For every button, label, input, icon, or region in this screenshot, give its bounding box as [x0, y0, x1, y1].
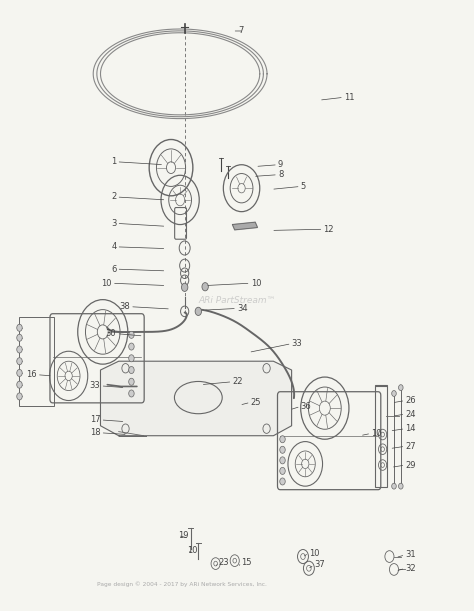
Text: 12: 12 [323, 225, 334, 234]
Text: 10: 10 [187, 546, 198, 555]
Circle shape [195, 307, 201, 315]
Text: 37: 37 [314, 560, 325, 569]
Text: 11: 11 [344, 93, 355, 102]
Text: 10: 10 [371, 429, 382, 438]
Circle shape [129, 367, 134, 373]
Text: 23: 23 [219, 558, 229, 567]
Circle shape [399, 385, 403, 390]
Circle shape [17, 357, 22, 365]
Text: 32: 32 [405, 564, 416, 573]
Text: 10: 10 [101, 279, 112, 288]
Polygon shape [232, 222, 257, 230]
Circle shape [280, 457, 285, 464]
Text: 14: 14 [405, 424, 416, 433]
Text: 33: 33 [292, 339, 302, 348]
Text: 27: 27 [405, 442, 416, 451]
Text: 22: 22 [232, 377, 243, 386]
Text: 4: 4 [111, 243, 117, 251]
Text: 18: 18 [90, 428, 100, 437]
Text: 9: 9 [278, 160, 283, 169]
Circle shape [129, 355, 134, 362]
Text: 2: 2 [111, 192, 117, 202]
Circle shape [280, 436, 285, 443]
Circle shape [129, 390, 134, 397]
Text: 1: 1 [111, 157, 117, 166]
Circle shape [17, 370, 22, 376]
Text: 26: 26 [405, 396, 416, 405]
Circle shape [182, 284, 188, 291]
Circle shape [202, 283, 209, 291]
Text: 15: 15 [242, 558, 252, 567]
Circle shape [17, 393, 22, 400]
Circle shape [17, 324, 22, 331]
Text: 29: 29 [405, 461, 416, 469]
Text: 16: 16 [26, 370, 37, 379]
Circle shape [129, 343, 134, 350]
Text: 8: 8 [278, 170, 283, 179]
Text: 5: 5 [301, 182, 306, 191]
Circle shape [17, 334, 22, 342]
Text: 10: 10 [251, 279, 261, 288]
Text: 17: 17 [90, 415, 100, 425]
Circle shape [392, 390, 396, 397]
Text: 31: 31 [405, 551, 416, 559]
Text: 38: 38 [119, 302, 130, 311]
Circle shape [129, 378, 134, 386]
Text: 19: 19 [178, 531, 188, 540]
Circle shape [392, 483, 396, 489]
Text: 34: 34 [237, 304, 247, 313]
Text: Page design © 2004 - 2017 by ARi Network Services, Inc.: Page design © 2004 - 2017 by ARi Network… [98, 582, 267, 587]
Circle shape [17, 346, 22, 353]
Text: 25: 25 [251, 398, 261, 407]
Text: ARi PartStream™: ARi PartStream™ [198, 296, 276, 306]
Text: 10: 10 [309, 549, 319, 557]
Text: 33: 33 [90, 381, 100, 390]
Circle shape [280, 446, 285, 453]
Circle shape [280, 467, 285, 474]
Text: 6: 6 [111, 265, 117, 274]
Text: 24: 24 [405, 409, 416, 419]
Circle shape [129, 331, 134, 338]
Circle shape [280, 478, 285, 485]
Polygon shape [100, 361, 292, 436]
Circle shape [17, 381, 22, 388]
Text: 30: 30 [106, 329, 117, 338]
Circle shape [399, 483, 403, 489]
Text: 36: 36 [301, 402, 311, 411]
Text: 7: 7 [238, 26, 244, 35]
Text: 3: 3 [111, 219, 117, 228]
